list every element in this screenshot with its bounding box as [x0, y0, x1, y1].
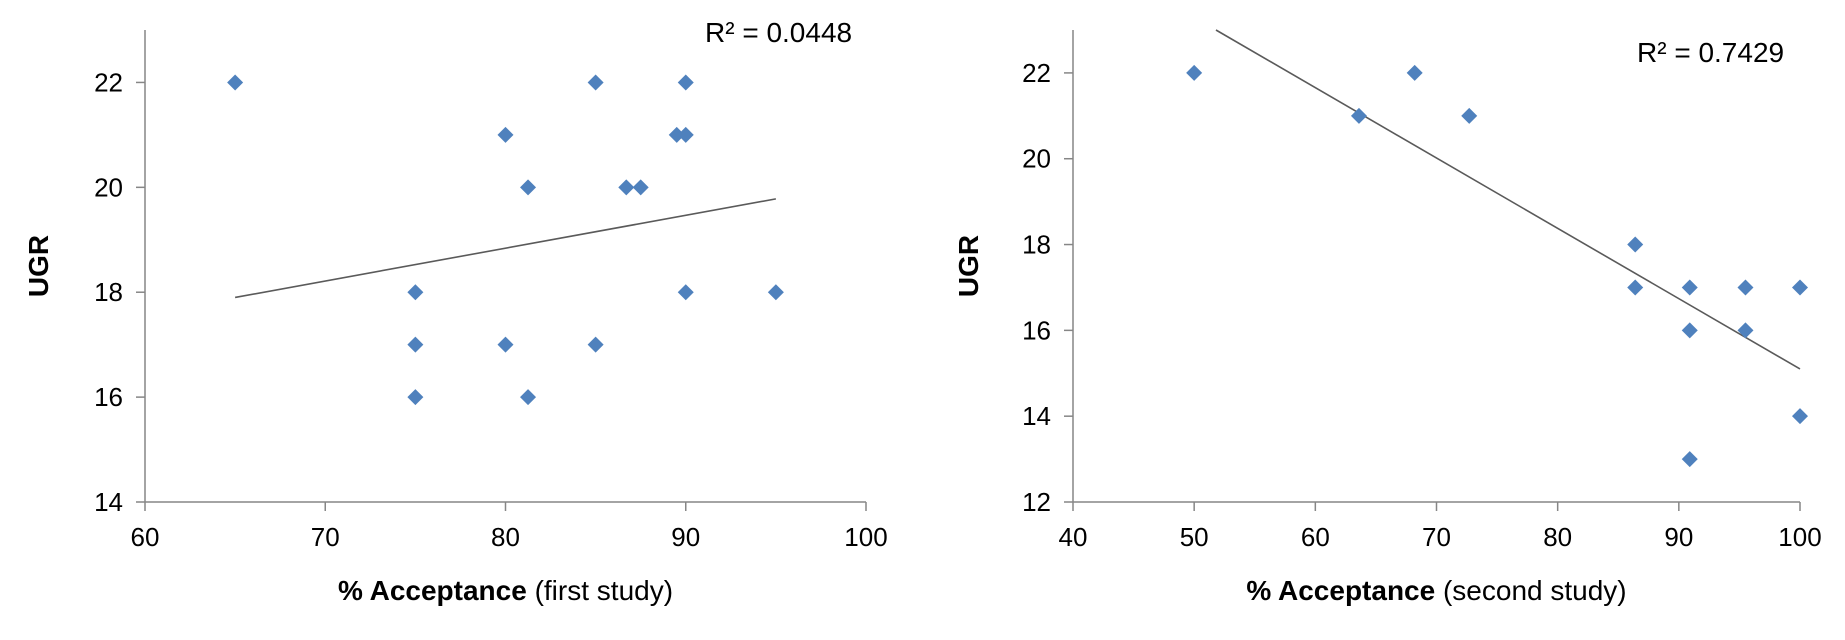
data-point: [668, 126, 685, 143]
data-point: [1681, 322, 1698, 339]
y-tick-label: 18: [1022, 230, 1051, 260]
data-point: [407, 284, 424, 301]
data-point: [677, 284, 694, 301]
x-tick-label: 40: [1059, 522, 1088, 552]
r-squared-label: R² = 0.0448: [705, 17, 852, 48]
x-tick-label: 90: [671, 522, 700, 552]
data-point: [1792, 279, 1808, 296]
data-point: [677, 74, 694, 91]
y-tick-label: 22: [94, 67, 123, 97]
y-tick-label: 18: [94, 277, 123, 307]
x-tick-label: 70: [311, 522, 340, 552]
y-tick-label: 14: [1022, 401, 1051, 431]
data-point: [520, 389, 537, 406]
r-squared-label: R² = 0.7429: [1637, 37, 1784, 68]
data-point: [618, 179, 635, 196]
data-point: [587, 74, 604, 91]
data-point: [1737, 322, 1754, 339]
data-point: [497, 126, 514, 143]
data-point: [1186, 64, 1203, 81]
data-point: [767, 284, 784, 301]
x-axis-title-rest: (first study): [527, 575, 673, 606]
data-point: [407, 336, 424, 353]
x-tick-label: 100: [844, 522, 887, 552]
y-tick-label: 20: [1022, 144, 1051, 174]
y-tick-label: 22: [1022, 58, 1051, 88]
x-tick-label: 90: [1664, 522, 1693, 552]
y-tick-label: 16: [1022, 315, 1051, 345]
data-point: [1350, 107, 1367, 124]
data-point: [1681, 279, 1698, 296]
x-tick-label: 80: [491, 522, 520, 552]
data-point: [1627, 236, 1644, 253]
x-tick-label: 80: [1543, 522, 1572, 552]
y-axis-title: UGR: [23, 235, 54, 297]
data-point: [520, 179, 537, 196]
data-point: [1681, 451, 1698, 468]
x-tick-label: 70: [1422, 522, 1451, 552]
data-point: [1792, 408, 1808, 425]
x-axis-title-bold: % Acceptance: [1246, 575, 1435, 606]
y-tick-label: 12: [1022, 487, 1051, 517]
x-axis-title-rest: (second study): [1435, 575, 1626, 606]
x-tick-label: 60: [1301, 522, 1330, 552]
data-point: [227, 74, 244, 91]
y-tick-label: 20: [94, 172, 123, 202]
x-tick-label: 100: [1778, 522, 1821, 552]
data-point: [632, 179, 649, 196]
data-point: [1461, 107, 1478, 124]
trendline: [1215, 29, 1801, 370]
data-point: [497, 336, 514, 353]
x-axis-title: % Acceptance (second study): [1246, 575, 1626, 606]
y-tick-label: 14: [94, 487, 123, 517]
y-axis-title: UGR: [953, 235, 984, 297]
data-point: [1737, 279, 1754, 296]
y-tick-label: 16: [94, 382, 123, 412]
first-study-chart: 14 16 18 20 22 60 70 80 90 100 R² = 0.0448 % Accept…: [23, 17, 888, 606]
data-point: [677, 126, 694, 143]
x-axis-title-bold: % Acceptance: [338, 575, 527, 606]
data-point: [1627, 279, 1644, 296]
data-point: [407, 389, 424, 406]
trendline: [234, 198, 777, 299]
x-tick-label: 60: [131, 522, 160, 552]
x-axis-title: % Acceptance (first study): [338, 575, 673, 606]
data-point: [587, 336, 604, 353]
second-study-chart: 12 14 16 18 20 22 40 50 60 70 80 90 100 R² = 0.7429 % …: [953, 29, 1822, 606]
data-point: [1406, 64, 1423, 81]
x-tick-label: 50: [1180, 522, 1209, 552]
